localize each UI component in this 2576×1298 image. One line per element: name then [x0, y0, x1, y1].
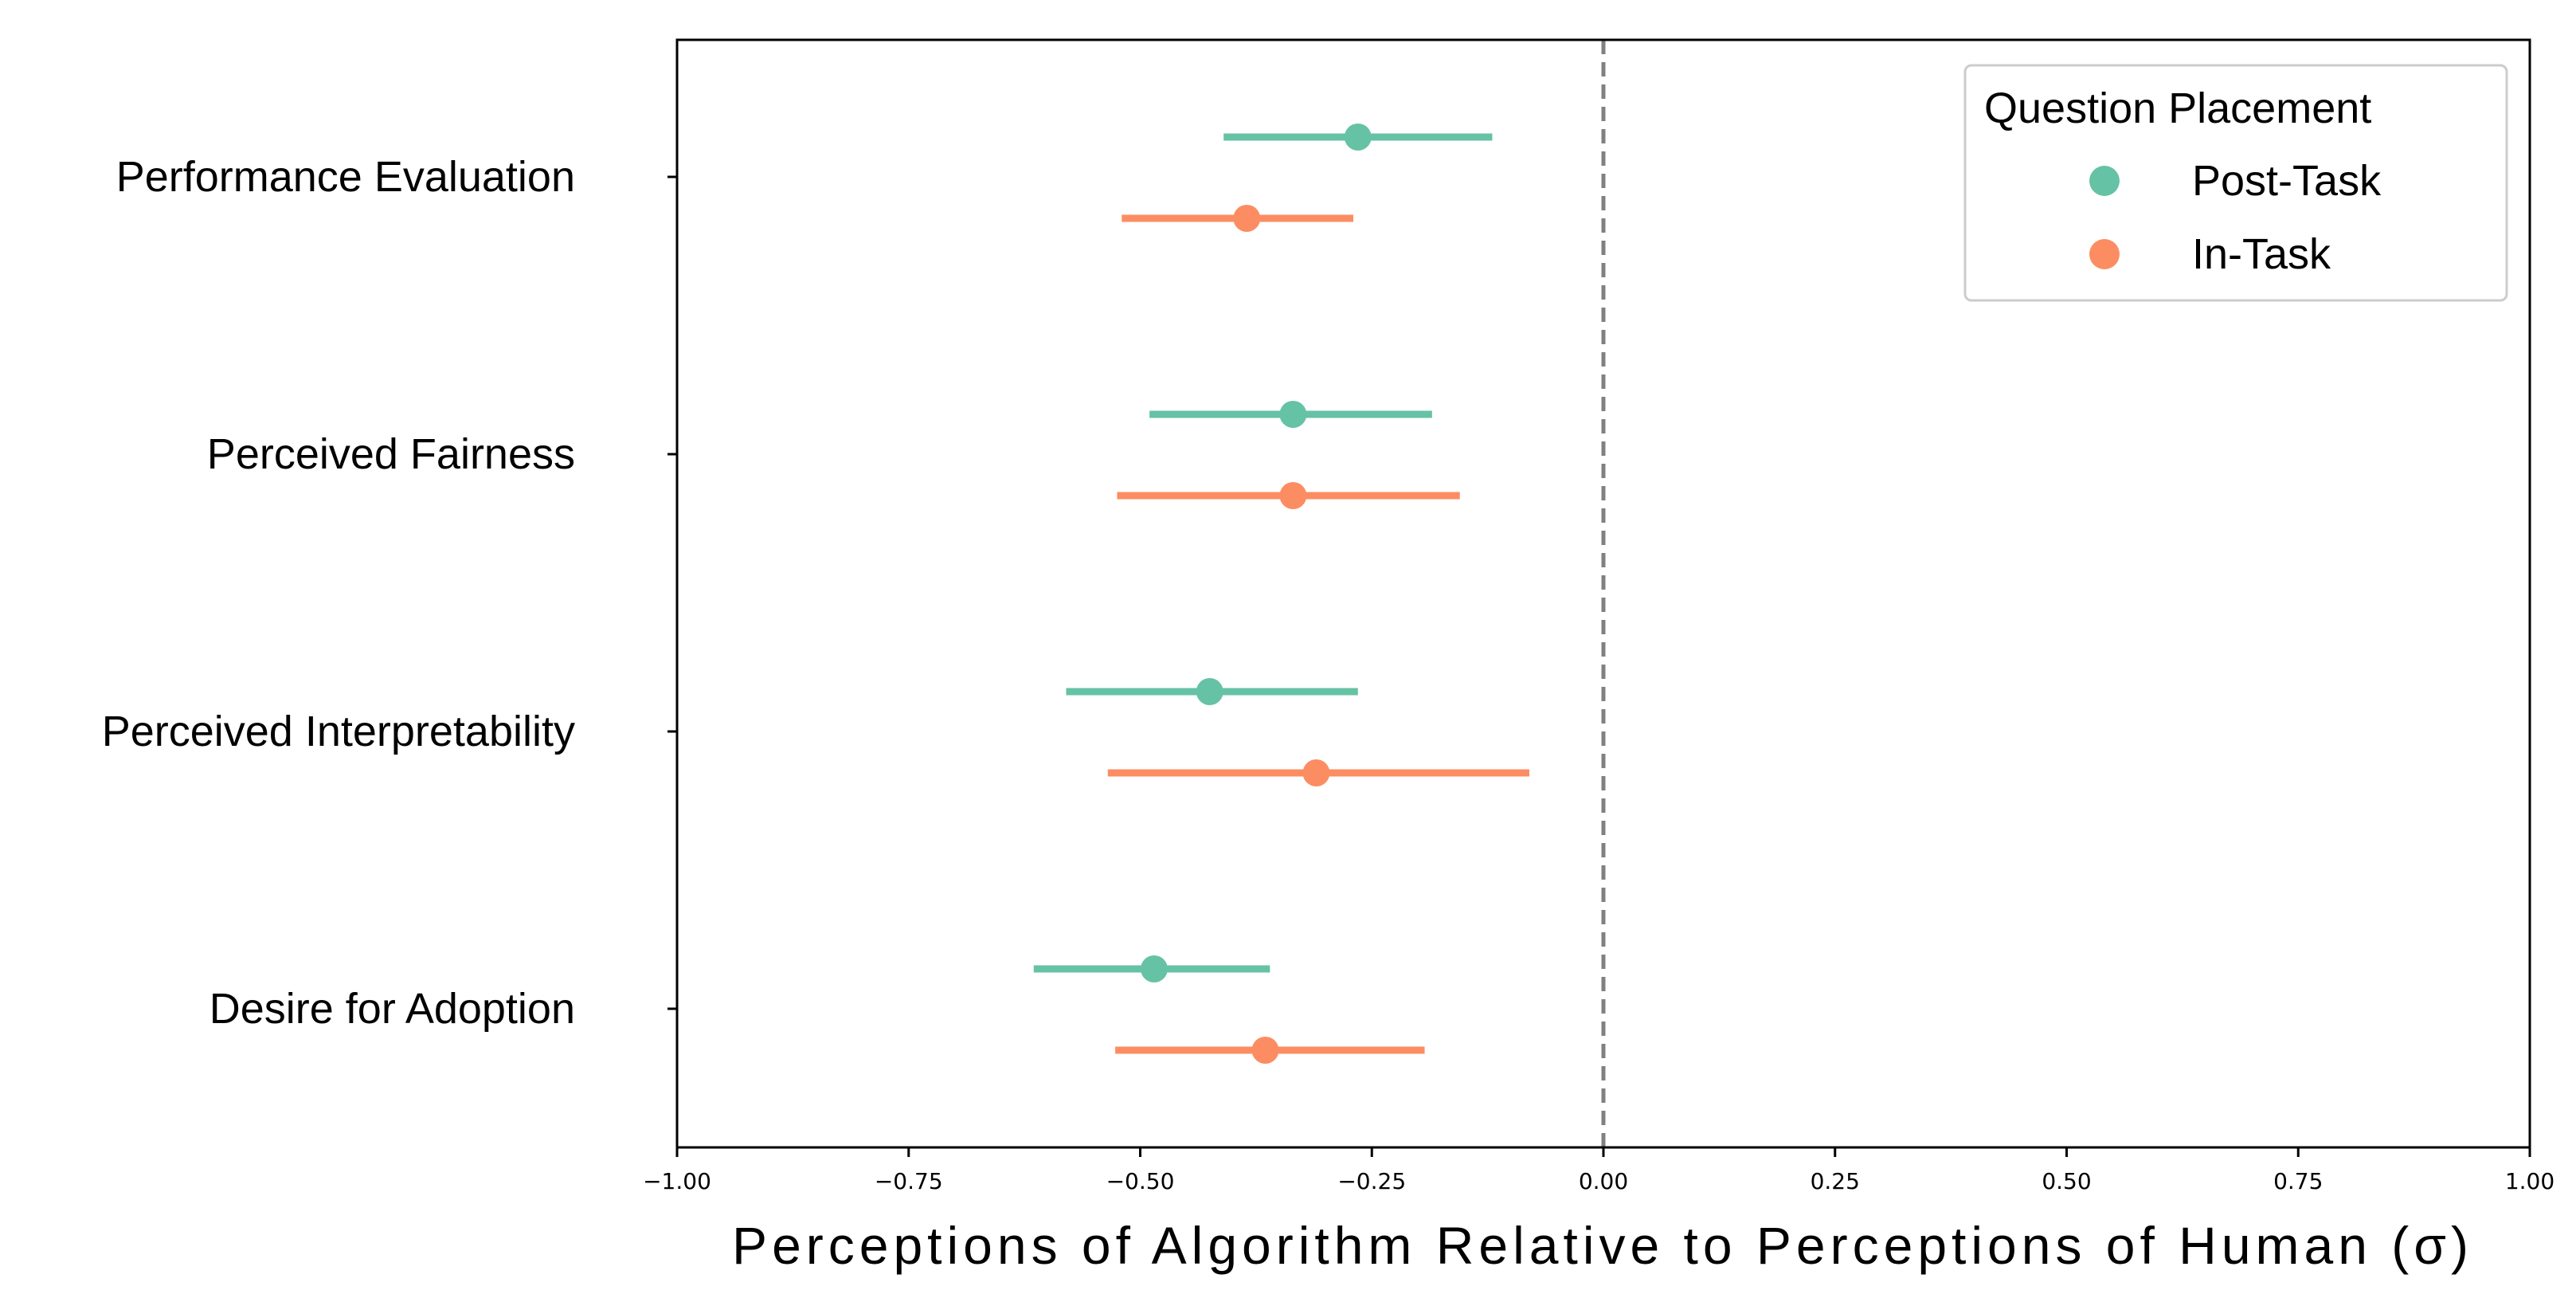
x-tick-label: 0.25 [1811, 1168, 1860, 1194]
axes: −1.00 −0.75 −0.50 −0.25 0.00 0.25 0.50 0.75 1.00… [102, 38, 2554, 1194]
x-tick-label: −0.25 [1337, 1168, 1406, 1194]
x-tick-label: −0.50 [1106, 1168, 1175, 1194]
data-point [1196, 678, 1223, 705]
data-point [1233, 205, 1261, 232]
legend-label: Post-Task [2192, 157, 2382, 205]
x-tick-label: 1.00 [2505, 1168, 2554, 1194]
x-tick-label: −1.00 [643, 1168, 711, 1194]
legend: Question Placement Post-Task In-Task [1963, 64, 2508, 302]
x-tick-label: 0.50 [2042, 1168, 2091, 1194]
x-tick-label: 0.75 [2273, 1168, 2323, 1194]
legend-title: Question Placement [1984, 84, 2371, 132]
x-axis-label: Perceptions of Algorithm Relative to Per… [732, 1216, 2473, 1275]
y-category-label: Perceived Fairness [207, 430, 575, 478]
legend-label: In-Task [2192, 230, 2331, 278]
y-category-label: Perceived Interpretability [102, 708, 575, 755]
data-point [1279, 401, 1307, 428]
x-tick-label: −0.75 [875, 1168, 943, 1194]
data-point [1344, 124, 1372, 151]
data-point [1279, 482, 1307, 509]
y-category-label: Performance Evaluation [116, 153, 575, 201]
legend-marker [2089, 239, 2120, 269]
data-point [1251, 1037, 1279, 1064]
legend-marker [2089, 166, 2120, 196]
data-point [1302, 759, 1330, 786]
plot-area [1033, 40, 1606, 1147]
x-tick-label: 0.00 [1579, 1168, 1628, 1194]
data-point [1140, 955, 1168, 982]
y-category-label: Desire for Adoption [209, 985, 575, 1033]
